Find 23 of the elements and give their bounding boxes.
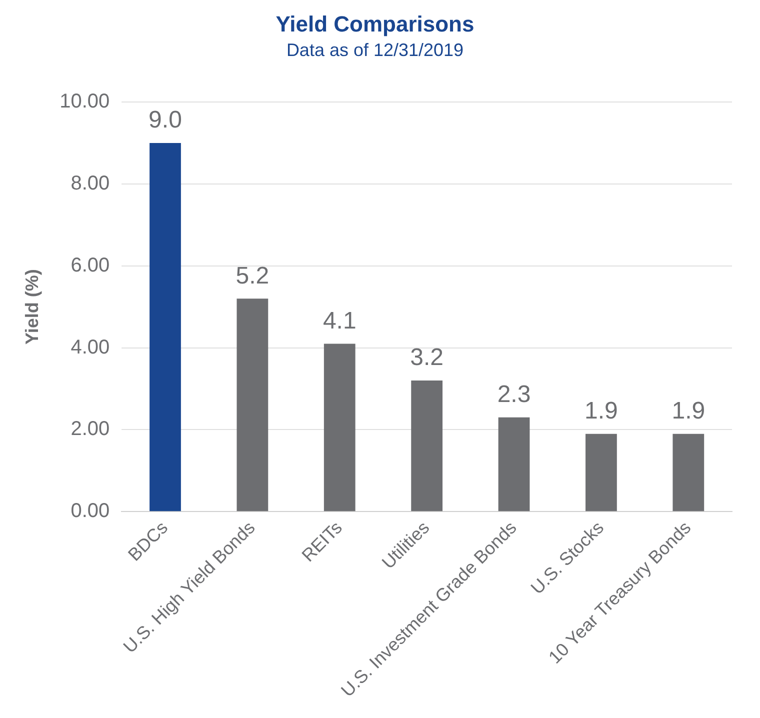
- y-tick-label: 4.00: [70, 336, 110, 358]
- bar: [498, 417, 530, 512]
- data-label: 3.2: [410, 344, 444, 372]
- data-label: 9.0: [148, 106, 182, 134]
- y-tick-label: 10.00: [60, 90, 110, 113]
- bar: [411, 380, 443, 512]
- y-tick-label: 2.00: [70, 418, 110, 440]
- y-tick-label: 8.00: [70, 172, 110, 194]
- bar: [236, 298, 268, 512]
- y-tick-label: 6.00: [70, 254, 110, 276]
- y-tick-label: 0.00: [70, 500, 110, 522]
- data-label: 1.9: [672, 397, 706, 424]
- data-label: 4.1: [322, 307, 356, 334]
- y-axis-title: Yield (%): [22, 269, 42, 344]
- data-label: 5.2: [236, 262, 270, 290]
- bar: [324, 344, 356, 512]
- data-label: 2.3: [497, 381, 531, 408]
- bar: [150, 142, 181, 512]
- bar: [672, 434, 704, 512]
- bar: [586, 434, 617, 512]
- chart-title: Yield Comparisons: [276, 11, 474, 36]
- data-label: 1.9: [584, 397, 618, 424]
- chart-subtitle: Data as of 12/31/2019: [286, 40, 464, 60]
